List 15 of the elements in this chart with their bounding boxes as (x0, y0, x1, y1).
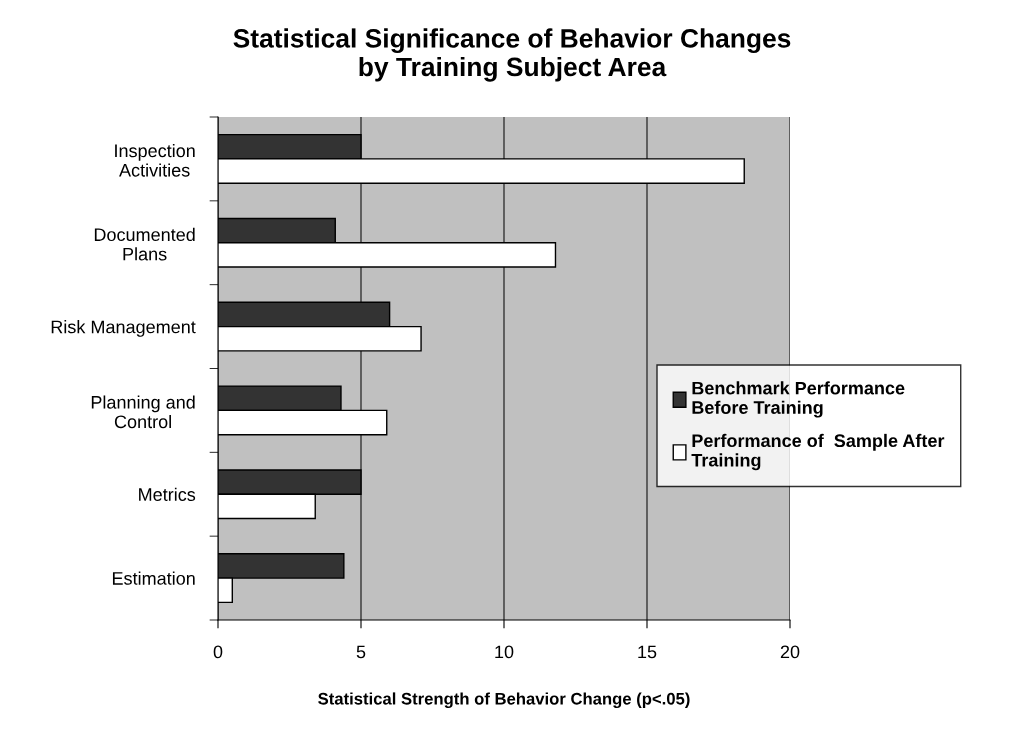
y-tick-label: Estimation (112, 571, 195, 585)
y-tick-label: Risk Management (51, 320, 196, 337)
legend-label: Performance of Sample After Training (691, 433, 945, 471)
x-tick-label: 10 (495, 645, 514, 659)
y-tick-label: Documented Plans (94, 227, 195, 261)
y-tick-label: Planning and Control (91, 395, 195, 429)
x-tick-label: 0 (213, 645, 223, 659)
x-tick-label: 15 (638, 645, 657, 659)
x-axis-title: Statistical Strength of Behavior Change (p<.05) (318, 692, 690, 708)
x-tick-label: 5 (356, 645, 366, 659)
y-tick-label: Inspection Activities (115, 143, 195, 177)
y-tick-label: Metrics (139, 487, 196, 501)
legend-label: Benchmark Performance Before Training (692, 381, 905, 418)
x-tick-label: 20 (780, 645, 800, 659)
chart-title: Statistical Significance of Behavior Changes by Training Subject Area (233, 28, 791, 82)
